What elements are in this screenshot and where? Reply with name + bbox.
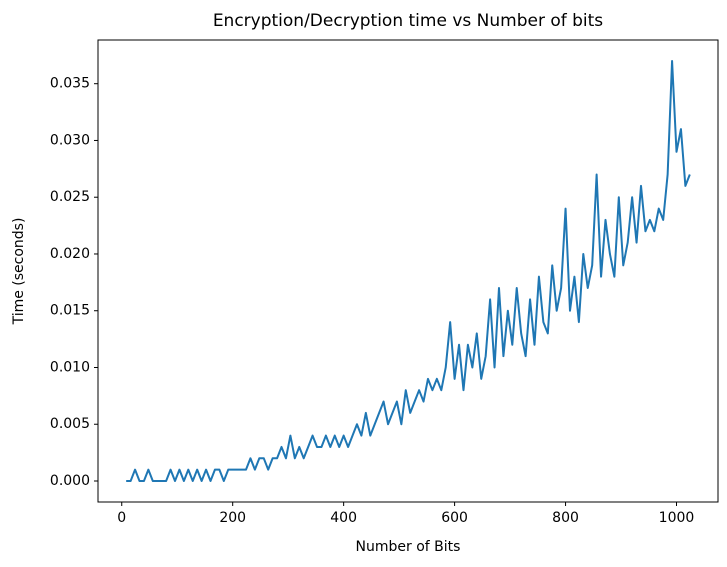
chart-title: Encryption/Decryption time vs Number of … <box>213 11 603 31</box>
y-tick-label: 0.030 <box>50 132 90 148</box>
y-tick-label: 0.000 <box>50 473 90 489</box>
x-tick-label: 0 <box>117 510 126 526</box>
x-tick-label: 800 <box>552 510 579 526</box>
data-line <box>126 60 691 482</box>
x-tick-label: 400 <box>330 510 357 526</box>
x-tick-label: 200 <box>219 510 246 526</box>
y-tick-label: 0.010 <box>50 359 90 375</box>
y-tick-label: 0.005 <box>50 416 90 432</box>
x-tick-label: 1000 <box>659 510 695 526</box>
y-tick-label: 0.035 <box>50 76 90 92</box>
y-axis-label: Time (seconds) <box>11 218 27 326</box>
y-tick-label: 0.020 <box>50 246 90 262</box>
x-axis-label: Number of Bits <box>356 539 461 555</box>
y-tick-label: 0.015 <box>50 303 90 319</box>
plot-frame <box>97 39 719 503</box>
x-tick-label: 600 <box>441 510 468 526</box>
y-tick-label: 0.025 <box>50 189 90 205</box>
